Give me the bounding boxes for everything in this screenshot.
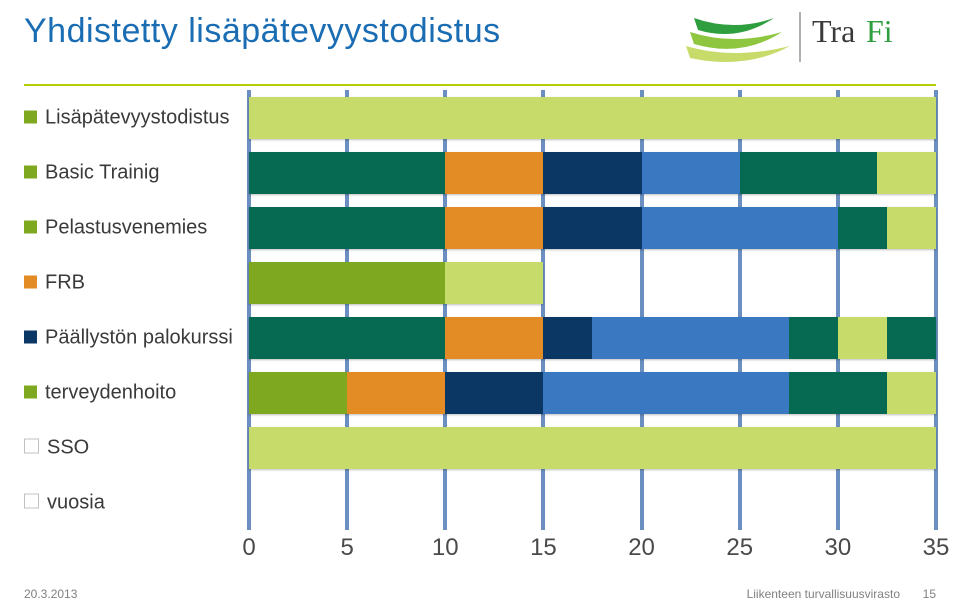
bar-segment (740, 152, 877, 194)
bar-terveys (249, 372, 936, 414)
x-axis-label: 35 (923, 534, 950, 562)
bar-lisapatevyys (249, 97, 936, 139)
chart-area: Lisäpätevyystodistus Basic Trainig Pelastu… (24, 90, 936, 560)
row-label-text: Päällystön palokurssi (45, 326, 233, 348)
chart-row-pelastus: Pelastusvenemies (249, 207, 936, 249)
bar-segment (249, 317, 445, 359)
bullet-icon (24, 330, 37, 343)
bullet-icon (24, 275, 37, 288)
bar-segment (789, 317, 838, 359)
bullet-icon (24, 385, 37, 398)
bar-segment (445, 152, 543, 194)
bar-segment (347, 372, 445, 414)
row-label-frb: FRB (24, 271, 239, 294)
chart-row-paallysto: Päällystön palokurssi (249, 317, 936, 359)
row-label-vuosia: vuosia (24, 491, 239, 514)
bar-segment (249, 372, 347, 414)
row-label-lisapatevyys: Lisäpätevyystodistus (24, 106, 239, 129)
chart-row-lisapatevyys: Lisäpätevyystodistus (249, 97, 936, 139)
row-label-text: vuosia (47, 491, 105, 513)
bar-segment (445, 372, 543, 414)
x-axis-label: 10 (432, 534, 459, 562)
bar-segment (249, 427, 936, 469)
row-label-text: Pelastusvenemies (45, 216, 207, 238)
bar-segment (543, 152, 641, 194)
bar-segment (445, 207, 543, 249)
bar-segment (249, 262, 445, 304)
row-label-sso: SSO (24, 436, 239, 459)
plot-area: Lisäpätevyystodistus Basic Trainig Pelastu… (249, 90, 936, 530)
row-label-text: terveydenhoito (45, 381, 176, 403)
bullet-icon (24, 165, 37, 178)
bar-segment (642, 207, 838, 249)
trafi-logo: Tra Fi (682, 6, 942, 66)
page-title: Yhdistetty lisäpätevyystodistus (24, 12, 501, 51)
bullet-icon (24, 438, 39, 453)
bar-segment (877, 152, 936, 194)
row-label-text: Lisäpätevyystodistus (45, 106, 230, 128)
svg-text:Fi: Fi (866, 13, 893, 49)
bullet-icon (24, 110, 37, 123)
bar-segment (642, 152, 740, 194)
bar-segment (445, 262, 543, 304)
bar-segment (249, 152, 445, 194)
row-label-terveys: terveydenhoito (24, 381, 239, 404)
chart-row-terveys: terveydenhoito (249, 372, 936, 414)
chart-row-sso: SSO (249, 427, 936, 469)
row-label-basic: Basic Trainig (24, 161, 239, 184)
footer-org: Liikenteen turvallisuusvirasto (747, 587, 900, 601)
header-divider (24, 84, 936, 86)
bar-segment (887, 317, 936, 359)
trafi-logo-svg: Tra Fi (682, 6, 942, 66)
row-label-text: Basic Trainig (45, 161, 160, 183)
bar-segment (249, 207, 445, 249)
svg-text:Tra: Tra (812, 13, 855, 49)
x-axis-label: 25 (726, 534, 753, 562)
x-axis-label: 20 (628, 534, 655, 562)
chart-row-basic: Basic Trainig (249, 152, 936, 194)
bar-frb (249, 262, 543, 304)
bar-segment (543, 372, 788, 414)
page: Yhdistetty lisäpätevyystodistus Tra Fi L… (0, 0, 960, 615)
bar-segment (887, 207, 936, 249)
bar-segment (543, 207, 641, 249)
bar-segment (592, 317, 788, 359)
bar-segment (887, 372, 936, 414)
row-label-pelastus: Pelastusvenemies (24, 216, 239, 239)
bar-segment (249, 97, 936, 139)
bar-paallysto (249, 317, 936, 359)
bar-segment (445, 317, 543, 359)
bar-pelastus (249, 207, 936, 249)
x-axis-label: 30 (824, 534, 851, 562)
bar-sso (249, 427, 936, 469)
row-label-text: SSO (47, 436, 89, 458)
bullet-icon (24, 220, 37, 233)
footer-page-number: 15 (923, 587, 936, 601)
bullet-icon (24, 493, 39, 508)
bar-segment (838, 207, 887, 249)
row-label-text: FRB (45, 271, 85, 293)
chart-row-vuosia: vuosia (249, 482, 936, 524)
x-axis-label: 15 (530, 534, 557, 562)
bar-segment (543, 317, 592, 359)
footer-date: 20.3.2013 (24, 587, 77, 601)
bar-segment (838, 317, 887, 359)
bar-segment (789, 372, 887, 414)
row-label-paallysto: Päällystön palokurssi (24, 326, 239, 349)
chart-row-frb: FRB (249, 262, 936, 304)
bar-basic (249, 152, 936, 194)
x-axis-label: 5 (340, 534, 353, 562)
x-axis-label: 0 (242, 534, 255, 562)
